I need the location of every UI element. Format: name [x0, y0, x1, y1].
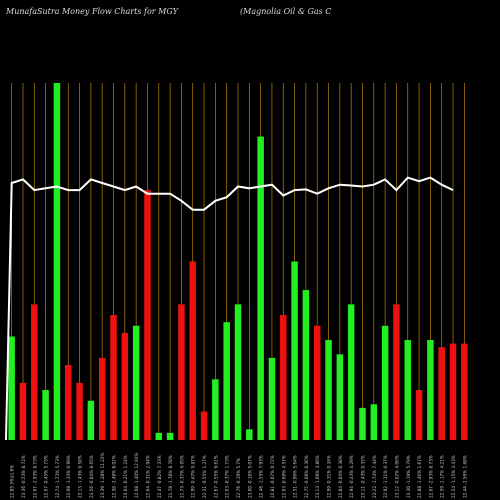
x-tick-label: 21.73 -0.37% 4.95% [179, 455, 184, 498]
x-axis-tick-labels: 22.85 5%$1.6% 23.36 -0.53% 8.72% 22.67 -2.… [10, 453, 468, 498]
bar [178, 304, 185, 440]
bar [257, 136, 264, 441]
bar [449, 343, 457, 440]
x-tick-label: 23.12 -0.02% 4.06% [394, 455, 399, 498]
x-tick-label: 22.85 5%$1.6% [10, 465, 15, 498]
price-line [5, 176, 454, 441]
chart-title: MunafaSutra Money Flow Charts for MGY [6, 7, 178, 16]
x-tick-label: 23.04 -0.21% 1.24% [123, 455, 128, 498]
bar [31, 304, 38, 440]
x-tick-label: 22.99 -0.31% 0.34% [327, 455, 332, 498]
bar [291, 261, 298, 440]
bar [76, 382, 83, 440]
bar [234, 304, 242, 440]
bar [200, 411, 208, 440]
x-tick-label: 22.94 -0.43% 4.29% [349, 455, 354, 498]
x-tick-label: 23.11 -0.43% 0.35% [360, 455, 365, 498]
x-tick-label: 23.13 -1.09% 3.86% [315, 455, 320, 498]
bar [461, 343, 468, 440]
bar [336, 354, 344, 440]
x-tick-label: 22.88 -1.46% 1.67% [417, 455, 422, 498]
x-tick-label: 22.44 -2.56% 1.68% [462, 455, 467, 498]
x-tick-label: 23.36 -0.53% 8.72% [21, 455, 26, 498]
x-tick-label: 23.13 -1.43% 0.58% [78, 455, 83, 498]
bar [246, 429, 253, 440]
price-line-layer [5, 176, 454, 441]
bar [313, 325, 321, 440]
x-tick-label: 22.92 -1.31% 0.37% [383, 455, 388, 498]
x-tick-label: 22.63 -0.37% 1.73% [225, 455, 230, 498]
x-tick-label: 22.76 -0.19% 5.7% [236, 458, 241, 498]
x-tick-label: 22.09 -0.47% 9.87% [191, 455, 196, 498]
bar [98, 357, 106, 440]
bar [280, 315, 287, 440]
bar [8, 336, 15, 440]
x-tick-label: 22.54 -1.15% 3.43% [451, 455, 456, 498]
bar [381, 325, 389, 440]
bar [325, 340, 332, 440]
x-tick-label: 21.78 -1.78% 8.78% [168, 455, 173, 498]
bar [132, 325, 140, 440]
x-tick-label: 22.75 -0.09% 0.36% [304, 455, 309, 498]
bar [144, 190, 151, 440]
x-tick-label: 22.67 -0.45% 5.73% [44, 455, 49, 498]
bar [427, 340, 434, 440]
x-tick-label: 22.67 -0.55% 9.61% [213, 455, 218, 498]
bar [302, 290, 310, 440]
x-tick-label: 22.64 -0.31% 2.94% [145, 455, 150, 498]
x-tick-label: 22.74 -1.73% 5.73% [55, 455, 60, 498]
bar [223, 322, 230, 440]
bar [415, 390, 423, 440]
bar [64, 365, 72, 440]
x-tick-label: 22.98 -1.33% 0.99% [66, 455, 71, 498]
x-tick-label: 23.30 -1.19% 5.79% [406, 455, 411, 498]
bar [393, 304, 400, 440]
bar [404, 340, 412, 440]
bar-series [8, 83, 468, 441]
x-tick-label: 22.67 -2.93% 8.73% [32, 455, 37, 498]
x-tick-label: 23.39 -1.28% 11.22% [100, 453, 105, 498]
bar [359, 407, 366, 440]
bar [87, 400, 95, 440]
x-tick-label: 22.51 -0.99% 5.64% [293, 455, 298, 498]
bar [53, 83, 61, 440]
bar [268, 357, 276, 440]
bar [347, 304, 355, 440]
bar [212, 379, 219, 440]
bar [121, 332, 129, 440]
x-tick-label: 22.59 -1.17% 4.21% [440, 455, 445, 498]
bar [19, 382, 27, 440]
bar [370, 404, 378, 440]
x-tick-label: 22.67 -2.93% 8.73% [428, 455, 433, 498]
bar [438, 347, 445, 440]
bar [110, 315, 117, 440]
x-tick-label: 22.84 -0.04% 0.38% [338, 455, 343, 498]
x-tick-label: 22.46 -1.55% 7.93% [259, 455, 264, 498]
x-tick-label: 22.58 -2.48% 8.02% [112, 455, 117, 498]
company-name: (Magnolia Oil & Gas C [240, 7, 332, 16]
x-tick-label: 22.81 -0.07% 0.72% [270, 455, 275, 498]
x-tick-label: 22.68 -1.40% 12.93% [134, 453, 139, 498]
bar [42, 390, 49, 440]
x-tick-label: 23.22 -1.74% 7.44% [372, 455, 377, 498]
x-tick-label: 23.56 -0.04% 8.65% [89, 455, 94, 498]
x-tick-label: 23.00 -0.16% 5.07% [247, 455, 252, 498]
bar [189, 261, 196, 440]
bar [166, 432, 174, 440]
bar [155, 432, 163, 440]
x-tick-label: 22.31 -0.55% 1.27% [202, 455, 207, 498]
x-tick-label: 22.63 -0.69% 4.57% [281, 455, 286, 498]
x-tick-label: 22.47 -0.82% 7.33% [157, 455, 162, 498]
